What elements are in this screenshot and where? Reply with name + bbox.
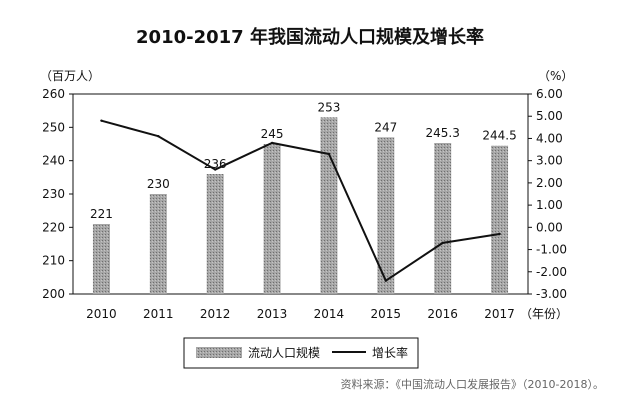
right-tick-label: 0.00 <box>536 220 563 234</box>
bar-2011 <box>149 194 167 294</box>
x-ticks-layer: 2010 2011 2012 2013 2014 2015 2016 2017 <box>86 307 515 321</box>
bar-2016 <box>434 143 452 294</box>
chart-title: 2010-2017 年我国流动人口规模及增长率 <box>136 26 484 48</box>
growth-rate-point-2016 <box>441 241 444 245</box>
left-tick-label: 230 <box>42 187 65 201</box>
bar-value-label-2017: 244.5 <box>482 129 516 143</box>
legend-frame <box>183 337 419 369</box>
left-tick-label: 260 <box>42 87 65 101</box>
right-tick-label: 1.00 <box>536 198 563 212</box>
bar-2015 <box>377 137 395 294</box>
right-tick-label: -3.00 <box>536 287 567 301</box>
growth-rate-point-2012 <box>213 168 217 171</box>
line-layer <box>100 119 501 282</box>
x-tick-label-2017: 2017 <box>484 307 515 321</box>
bar-2012 <box>206 174 224 294</box>
bar-2014 <box>320 117 338 294</box>
right-tick-label: -1.00 <box>536 243 567 257</box>
x-tick-label-2014: 2014 <box>314 307 345 321</box>
legend-bar-swatch <box>196 347 242 358</box>
bar-2013 <box>263 144 281 294</box>
left-tick-label: 210 <box>42 254 65 268</box>
x-tick-label-2015: 2015 <box>371 307 402 321</box>
x-tick-label-2016: 2016 <box>427 307 458 321</box>
right-tick-label: 6.00 <box>536 87 563 101</box>
bar-value-label-2016: 245.3 <box>426 126 460 140</box>
bar-value-label-2015: 247 <box>374 120 397 134</box>
left-axis-unit: （百万人） <box>40 69 100 83</box>
x-tick-label-2013: 2013 <box>257 307 288 321</box>
right-tick-label: 2.00 <box>536 176 563 190</box>
x-tick-label-2011: 2011 <box>143 307 174 321</box>
growth-rate-point-2011 <box>157 135 160 138</box>
right-tick-label: -2.00 <box>536 265 567 279</box>
bar-2017 <box>491 145 509 294</box>
left-tick-label: 200 <box>42 287 65 301</box>
growth-rate-point-2010 <box>100 119 103 122</box>
source-note: 资料来源：《中国流动人口发展报告》（2010-2018）。 <box>341 377 604 391</box>
left-ticks-layer: 200 210 220 230 240 250 260 <box>42 87 73 301</box>
growth-rate-point-2015 <box>384 279 388 282</box>
x-tick-label-2012: 2012 <box>200 307 231 321</box>
legend-bar-label: 流动人口规模 <box>248 345 320 360</box>
bar-value-label-2013: 245 <box>261 127 284 141</box>
legend: 流动人口规模 增长率 <box>183 337 419 369</box>
bar-value-label-2014: 253 <box>317 100 340 114</box>
left-tick-label: 240 <box>42 154 65 168</box>
left-tick-label: 250 <box>42 120 65 134</box>
right-ticks-layer: 6.00 5.00 4.00 3.00 2.00 1.00 0.00 -1.00 -2.00 -3… <box>528 87 567 301</box>
growth-rate-line <box>101 119 500 282</box>
right-tick-label: 4.00 <box>536 131 563 145</box>
left-tick-label: 220 <box>42 220 65 234</box>
growth-rate-point-2017 <box>498 232 501 236</box>
bar-2010 <box>92 224 110 294</box>
right-tick-label: 5.00 <box>536 109 563 123</box>
bar-value-label-2010: 221 <box>90 207 113 221</box>
growth-rate-point-2013 <box>270 141 274 145</box>
bars-layer <box>92 117 509 294</box>
legend-line-label: 增长率 <box>372 345 408 360</box>
growth-rate-point-2014 <box>327 152 331 156</box>
x-axis-unit: （年份） <box>520 307 568 321</box>
bar-value-label-2011: 230 <box>147 177 170 191</box>
plot-frame <box>72 93 529 295</box>
right-tick-label: 3.00 <box>536 154 563 168</box>
right-axis-unit: （%） <box>538 69 573 83</box>
x-tick-label-2010: 2010 <box>86 307 117 321</box>
